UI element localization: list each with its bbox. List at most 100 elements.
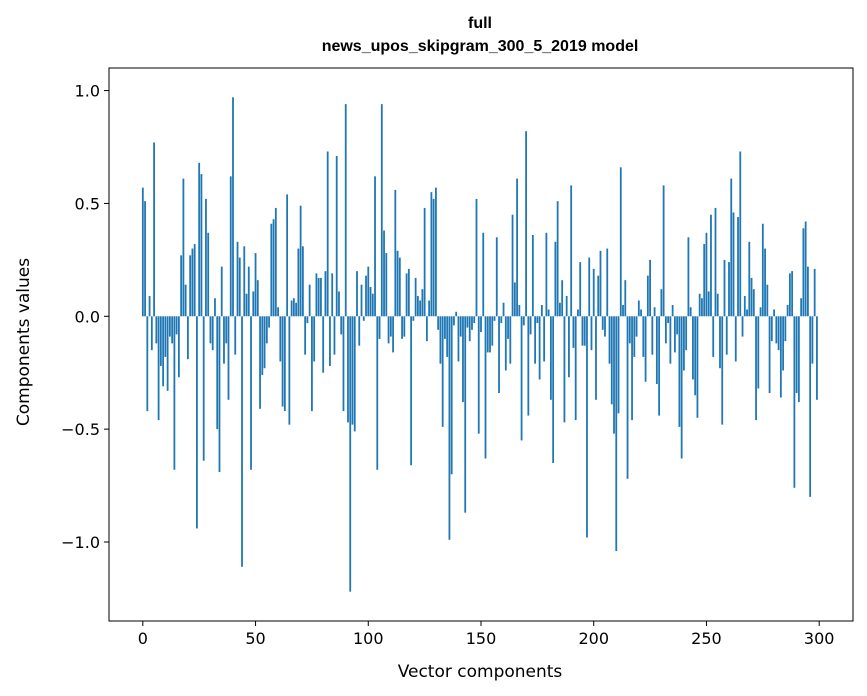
x-tick-label: 250: [691, 629, 722, 648]
bar: [511, 214, 514, 317]
bar: [613, 316, 615, 434]
bar: [495, 237, 498, 317]
bar: [588, 257, 591, 317]
bar: [543, 316, 546, 362]
bar: [464, 316, 467, 513]
bar: [430, 192, 433, 317]
bar: [563, 316, 566, 423]
bar: [475, 198, 478, 317]
bar: [502, 302, 505, 317]
bar: [432, 198, 435, 317]
bar: [732, 212, 735, 317]
bar: [261, 316, 264, 375]
bar: [360, 284, 363, 317]
bar: [561, 280, 564, 317]
bar: [640, 309, 642, 317]
bar: [797, 316, 800, 403]
bar: [714, 207, 717, 317]
bar: [719, 316, 721, 369]
bar: [396, 250, 399, 317]
bar: [387, 316, 390, 344]
bar: [752, 289, 755, 317]
bar: [220, 266, 223, 317]
bar: [651, 316, 654, 355]
y-axis-ticks: −1.0 −0.5 0.0 0.5 1.0: [61, 82, 109, 552]
bar: [604, 316, 606, 337]
bar: [520, 316, 523, 441]
bar: [200, 174, 203, 317]
bar: [196, 316, 198, 529]
bar: [741, 316, 744, 337]
bar: [556, 201, 559, 317]
bar: [764, 248, 766, 317]
bar: [383, 230, 385, 317]
bar: [685, 316, 688, 351]
bar: [407, 268, 410, 317]
bar: [671, 305, 674, 317]
bar: [385, 253, 388, 317]
bar: [297, 248, 300, 317]
bar: [378, 316, 381, 339]
bar: [166, 316, 169, 391]
bar: [304, 316, 307, 355]
bar: [698, 293, 701, 317]
bar: [775, 316, 778, 344]
bar: [689, 307, 692, 317]
bar: [531, 235, 534, 317]
bar: [804, 221, 807, 317]
bar: [232, 97, 234, 317]
bar: [658, 316, 661, 416]
x-tick-label: 50: [245, 629, 265, 648]
bar: [784, 316, 787, 342]
bar: [660, 289, 663, 317]
bar: [435, 187, 437, 317]
bar: [202, 316, 205, 461]
bar: [389, 316, 392, 337]
bar: [748, 241, 751, 317]
bar: [263, 316, 266, 369]
bar: [425, 316, 428, 342]
bar: [703, 244, 706, 317]
bar: [705, 232, 708, 317]
bar: [486, 316, 489, 353]
bar: [338, 291, 340, 317]
bar: [173, 316, 176, 470]
bar: [757, 316, 760, 389]
bar: [308, 284, 311, 317]
bar: [728, 262, 730, 317]
bar: [516, 178, 518, 317]
bar: [466, 316, 469, 328]
chart-title-line-1: full: [468, 15, 492, 32]
bar: [653, 307, 656, 317]
bar: [437, 316, 440, 330]
bar: [491, 316, 494, 346]
bar: [644, 316, 647, 382]
bar: [549, 316, 552, 400]
bar: [403, 316, 406, 337]
bar: [680, 316, 683, 459]
bar: [317, 277, 320, 317]
bar: [507, 316, 509, 339]
bar: [610, 316, 613, 405]
bar: [538, 316, 541, 380]
plot-frame: [108, 67, 854, 622]
bar: [324, 271, 327, 317]
bar: [288, 316, 291, 425]
bar: [813, 268, 816, 317]
bar: [448, 316, 451, 540]
bar: [223, 316, 225, 364]
bar: [712, 316, 715, 357]
bar: [489, 316, 491, 353]
bar: [292, 298, 295, 317]
bar: [416, 295, 419, 317]
bar: [259, 316, 261, 409]
bar: [484, 316, 487, 459]
bar: [428, 300, 431, 317]
bar: [141, 187, 144, 317]
bar: [205, 198, 207, 317]
bar: [725, 316, 728, 355]
bar: [238, 257, 241, 317]
bar: [809, 316, 812, 497]
bar: [311, 316, 313, 412]
bar: [750, 277, 753, 317]
